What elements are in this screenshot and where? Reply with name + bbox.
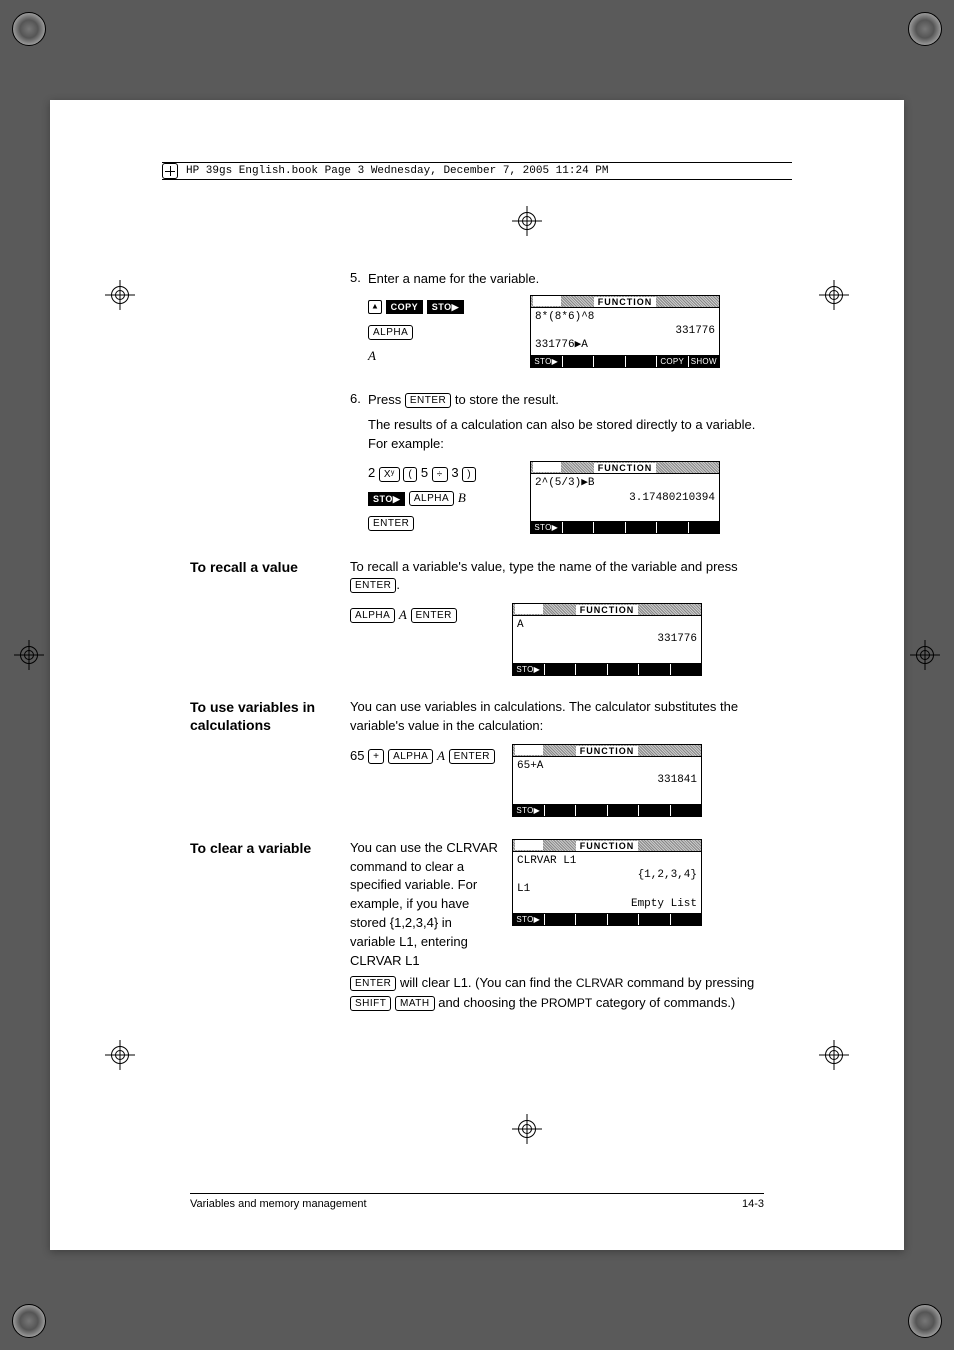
char-a: A xyxy=(368,348,376,363)
content: 5. Enter a name for the variable. COPY S… xyxy=(190,270,764,1150)
prompt-text: PROMPT xyxy=(541,996,592,1010)
shift-key: SHIFT xyxy=(350,996,391,1011)
step-number: 6. xyxy=(350,391,368,410)
up-key xyxy=(368,300,382,314)
char-a: A xyxy=(399,607,407,622)
crop-cross xyxy=(14,640,44,670)
alpha-key: ALPHA xyxy=(368,325,413,340)
crop-cross xyxy=(512,206,542,236)
key-sequence: 2 Xʸ ( 5 ÷ 3 ) STO▶ ALPHA B ENTER xyxy=(368,461,518,535)
key-sequence: ALPHA A ENTER xyxy=(350,603,500,628)
paragraph: You can use the CLRVAR command to clear … xyxy=(350,839,500,971)
crop-corner-br xyxy=(908,1304,942,1338)
lcd-screenshot: RADFUNCTION 8*(8*6)^8 331776 331776▶A ST… xyxy=(530,295,720,368)
step-number: 5. xyxy=(350,270,368,289)
running-head-text: HP 39gs English.book Page 3 Wednesday, D… xyxy=(186,165,608,177)
book-icon xyxy=(162,163,178,179)
div-key: ÷ xyxy=(432,467,448,482)
lparen-key: ( xyxy=(403,467,417,482)
enter-key: ENTER xyxy=(350,578,396,593)
lcd-screenshot: RADFUNCTION 2^(5/3)▶B 3.17480210394 STO▶ xyxy=(530,461,720,534)
alpha-key: ALPHA xyxy=(388,749,433,764)
crop-cross xyxy=(819,280,849,310)
crop-cross xyxy=(105,280,135,310)
char-b: B xyxy=(458,490,466,505)
crop-corner-tl xyxy=(12,12,46,46)
running-head: HP 39gs English.book Page 3 Wednesday, D… xyxy=(162,162,792,180)
section-heading: To recall a value xyxy=(190,558,332,576)
enter-key: ENTER xyxy=(405,393,451,408)
page: HP 39gs English.book Page 3 Wednesday, D… xyxy=(50,100,904,1250)
lcd-screenshot: RADFUNCTION 65+A 331841 STO▶ xyxy=(512,744,702,817)
crop-cross xyxy=(105,1040,135,1070)
rparen-key: ) xyxy=(462,467,476,482)
key-sequence: 65 + ALPHA A ENTER xyxy=(350,744,500,769)
key-sequence: COPY STO▶ ALPHA A xyxy=(368,295,518,369)
paragraph: The results of a calculation can also be… xyxy=(368,416,764,454)
enter-key: ENTER xyxy=(449,749,495,764)
xy-key: Xʸ xyxy=(379,467,400,482)
footer-title: Variables and memory management xyxy=(190,1198,367,1210)
char-a: A xyxy=(437,748,445,763)
enter-key: ENTER xyxy=(350,976,396,991)
enter-key: ENTER xyxy=(368,516,414,531)
alpha-key: ALPHA xyxy=(350,608,395,623)
clrvar-text: CLRVAR xyxy=(576,976,624,990)
crop-cross xyxy=(910,640,940,670)
alpha-key: ALPHA xyxy=(409,491,454,506)
lcd-screenshot: RADFUNCTION CLRVAR L1 {1,2,3,4} L1 Empty… xyxy=(512,839,702,926)
lcd-screenshot: RADFUNCTION A 331776 STO▶ xyxy=(512,603,702,676)
crop-corner-tr xyxy=(908,12,942,46)
sto-softkey: STO▶ xyxy=(427,300,464,314)
paragraph: ENTER will clear L1. (You can find the C… xyxy=(350,973,764,1013)
enter-key: ENTER xyxy=(411,608,457,623)
page-number: 14-3 xyxy=(742,1198,764,1210)
plus-key: + xyxy=(368,749,384,764)
paragraph: To recall a variable's value, type the n… xyxy=(350,558,764,596)
crop-corner-bl xyxy=(12,1304,46,1338)
crop-cross xyxy=(819,1040,849,1070)
step-text: Press ENTER to store the result. xyxy=(368,391,764,410)
step-text: Enter a name for the variable. xyxy=(368,270,764,289)
section-heading: To use variables in calculations xyxy=(190,698,332,734)
math-key: MATH xyxy=(395,996,435,1011)
sto-softkey: STO▶ xyxy=(368,492,405,506)
section-heading: To clear a variable xyxy=(190,839,332,857)
page-footer: Variables and memory management 14-3 xyxy=(190,1193,764,1210)
copy-softkey: COPY xyxy=(386,300,424,314)
paragraph: You can use variables in calculations. T… xyxy=(350,698,764,736)
